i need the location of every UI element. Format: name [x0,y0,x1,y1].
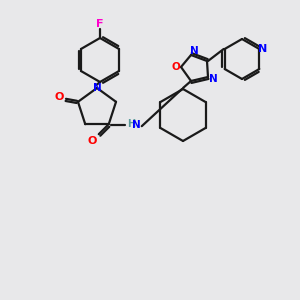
Text: N: N [208,74,217,84]
Text: O: O [172,62,180,72]
Text: N: N [132,120,141,130]
Text: H: H [127,119,135,129]
Text: N: N [93,83,101,93]
Text: O: O [54,92,64,102]
Text: N: N [258,44,267,54]
Text: N: N [190,46,198,56]
Text: O: O [87,136,96,146]
Text: F: F [96,19,104,29]
